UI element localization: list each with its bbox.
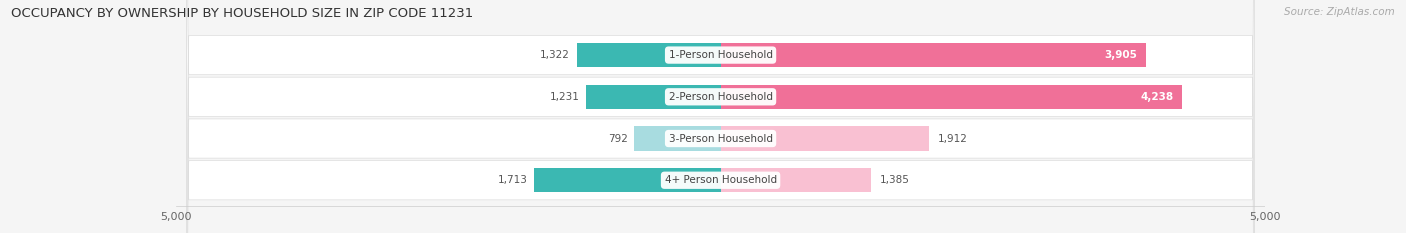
- FancyBboxPatch shape: [187, 0, 1254, 233]
- Text: 3-Person Household: 3-Person Household: [669, 134, 772, 144]
- Bar: [576, 43, 721, 67]
- Text: OCCUPANCY BY OWNERSHIP BY HOUSEHOLD SIZE IN ZIP CODE 11231: OCCUPANCY BY OWNERSHIP BY HOUSEHOLD SIZE…: [11, 7, 474, 20]
- FancyBboxPatch shape: [187, 0, 1254, 233]
- Text: 1,912: 1,912: [938, 134, 967, 144]
- Bar: [721, 43, 1146, 67]
- Text: Source: ZipAtlas.com: Source: ZipAtlas.com: [1284, 7, 1395, 17]
- FancyBboxPatch shape: [187, 0, 1254, 233]
- Text: 792: 792: [607, 134, 627, 144]
- Text: 1,713: 1,713: [498, 175, 527, 185]
- Bar: [721, 168, 872, 192]
- FancyBboxPatch shape: [187, 0, 1254, 233]
- Text: 1,322: 1,322: [540, 50, 569, 60]
- Bar: [721, 127, 929, 151]
- Text: 4+ Person Household: 4+ Person Household: [665, 175, 776, 185]
- Text: 1,231: 1,231: [550, 92, 579, 102]
- Text: 3,905: 3,905: [1105, 50, 1137, 60]
- Text: 1,385: 1,385: [880, 175, 910, 185]
- Bar: [586, 85, 721, 109]
- Bar: [634, 127, 721, 151]
- Text: 1-Person Household: 1-Person Household: [669, 50, 772, 60]
- Text: 2-Person Household: 2-Person Household: [669, 92, 772, 102]
- Bar: [721, 85, 1182, 109]
- Text: 4,238: 4,238: [1140, 92, 1174, 102]
- Bar: [534, 168, 721, 192]
